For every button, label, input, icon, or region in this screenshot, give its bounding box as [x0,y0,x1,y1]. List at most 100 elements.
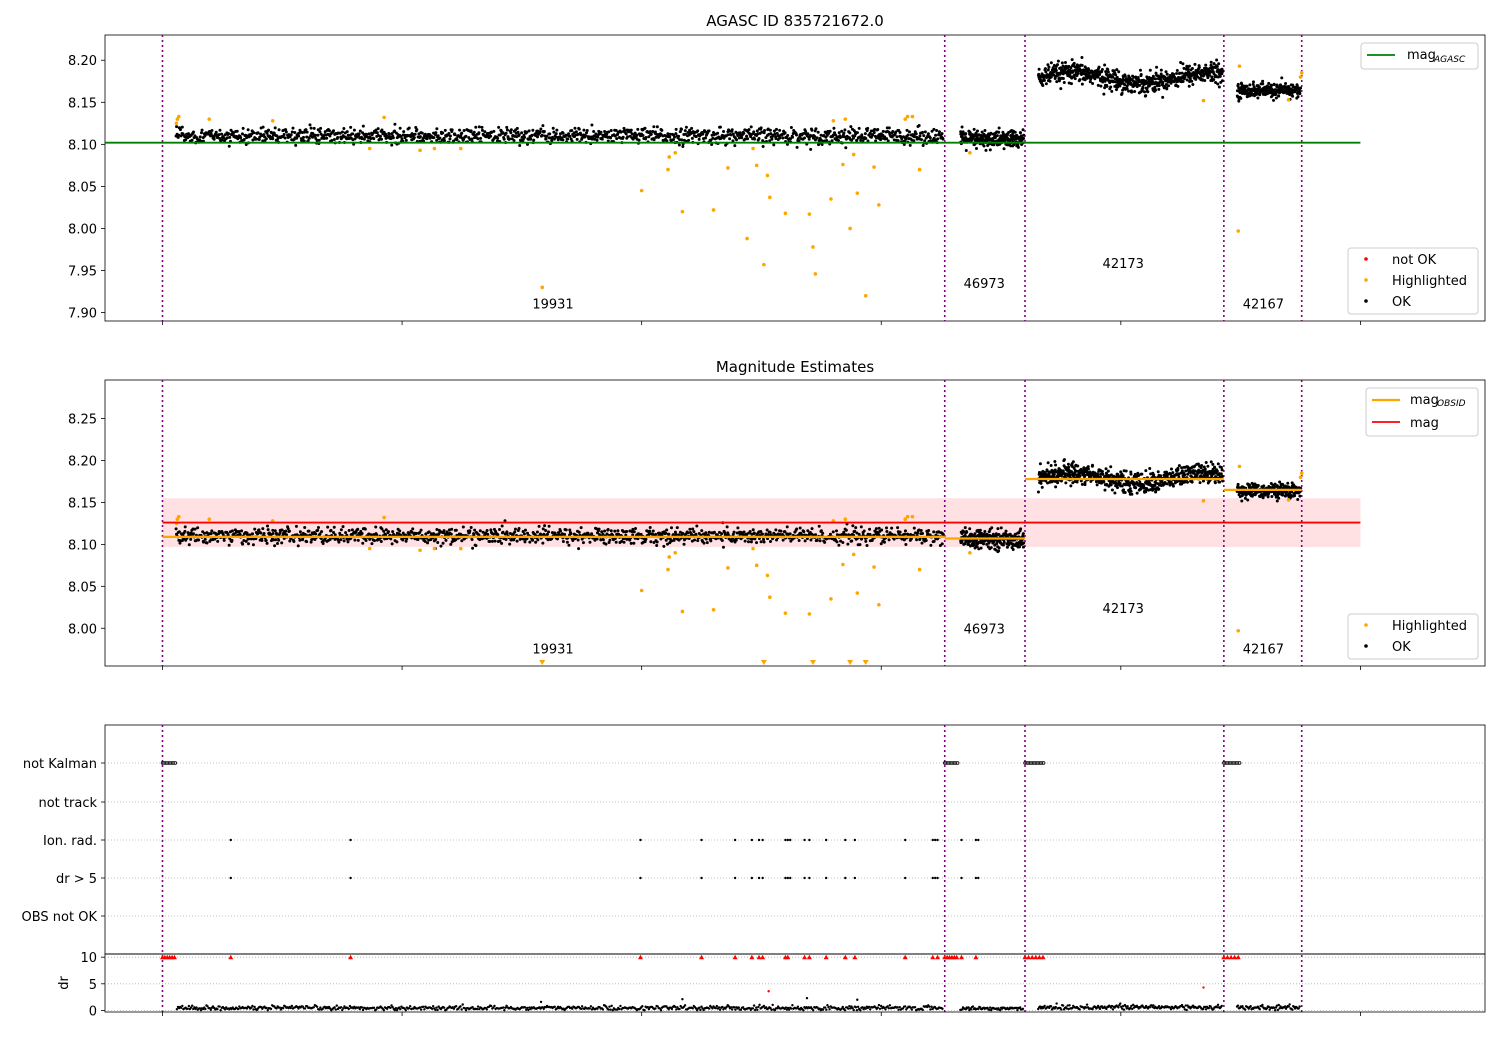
middle-ok-point [1061,469,1065,473]
top-ok-point [349,125,353,129]
top-ok-point [1187,64,1191,68]
middle-ok-point [921,532,925,536]
top-ok-point [1037,72,1041,76]
middle-ok-point [341,525,345,529]
top-ok-point [1123,83,1127,87]
middle-ok-point [1174,472,1178,476]
top-ok-point [1097,65,1101,69]
middle-ok-point [274,538,278,542]
top-ok-point [338,131,342,135]
top-ok-point [505,128,509,132]
middle-ok-point [1021,532,1025,536]
top-ok-point [711,136,715,140]
middle-ok-point [771,537,775,541]
top-ok-point [257,137,261,141]
top-ok-point [1102,92,1106,96]
top-highlighted-point [863,293,868,298]
top-ok-point [1299,86,1303,90]
middle-ok-point [613,529,617,533]
middle-ok-point [1075,480,1079,484]
middle-ok-point [1019,527,1023,531]
middle-ok-point [1196,462,1200,466]
top-ok-point [816,130,820,134]
top-ok-point [813,134,817,138]
middle-ok-point [632,541,636,545]
middle-ok-point [344,531,348,535]
top-ok-point [579,133,583,137]
top-highlighted-point [765,173,770,178]
top-ok-point [752,130,756,134]
top-ok-point [887,126,891,130]
top-ok-point [242,138,246,142]
middle-ok-point [785,525,789,529]
top-ok-point [275,134,279,138]
middle-title: Magnitude Estimates [716,358,874,376]
top-ok-point [551,126,555,130]
middle-ok-point [545,532,549,536]
top-ok-point [567,132,571,136]
middle-ok-point [410,530,414,534]
top-ok-point [595,138,599,142]
middle-ok-point [372,539,376,543]
middle-ok-point [846,542,850,546]
top-ok-point [997,130,1001,134]
top-ok-point [914,132,918,136]
top-highlighted-point [711,208,716,212]
top-ok-point [1115,68,1119,72]
top-ok-point [407,126,411,130]
top-ok-point [1155,65,1159,69]
top-ok-point [1251,82,1255,86]
top-ok-point [1125,87,1129,91]
top-ok-point [864,136,868,140]
top-ok-point [1055,80,1059,84]
top-ok-point [932,127,936,131]
top-ok-point [975,129,979,133]
middle-ok-point [287,529,291,533]
top-ok-point [1138,83,1142,87]
middle-ok-point [1074,469,1078,473]
top-ok-point [1218,74,1222,78]
middle-ok-point [221,533,225,537]
middle-ok-point [750,537,754,541]
middle-ok-point [488,540,492,544]
middle-ok-point [625,529,629,533]
top-ok-point [886,139,890,143]
top-ok-point [633,131,637,135]
middle-ok-point [831,530,835,534]
top-ok-point [735,138,739,142]
middle-ok-point [382,529,386,533]
middle-ok-point [1148,467,1152,471]
top-ok-point [1236,82,1240,86]
middle-ok-point [1083,480,1087,484]
middle-ok-point [244,539,248,543]
middle-ok-point [1010,534,1014,538]
middle-ok-point [919,528,923,532]
middle-ok-point [732,530,736,534]
middle-ok-point [979,531,983,535]
top-ok-point [1217,62,1221,66]
middle-ok-point [503,519,507,523]
top-ok-point [1123,74,1127,78]
top-ok-point [246,128,250,132]
middle-ok-point [280,541,284,545]
top-ok-point [912,135,916,139]
middle-ok-point [329,528,333,532]
top-ok-point [442,139,446,143]
top-highlighted-point [174,121,179,126]
top-ok-point [1284,82,1288,86]
top-ytick-label: 8.20 [68,54,97,69]
top-ok-point [842,131,846,135]
middle-ok-point [1072,466,1076,470]
top-highlighted-point [1237,64,1242,68]
middle-ok-point [702,541,706,545]
middle-ok-point [705,541,709,545]
top-highlighted-point [176,114,181,119]
middle-ok-point [1121,474,1125,478]
middle-ok-point [1195,473,1199,477]
middle-ok-point [629,541,633,545]
top-ok-point [747,128,751,132]
top-ok-point [527,129,531,133]
top-ok-point [1071,69,1075,73]
middle-ok-point [798,526,802,530]
